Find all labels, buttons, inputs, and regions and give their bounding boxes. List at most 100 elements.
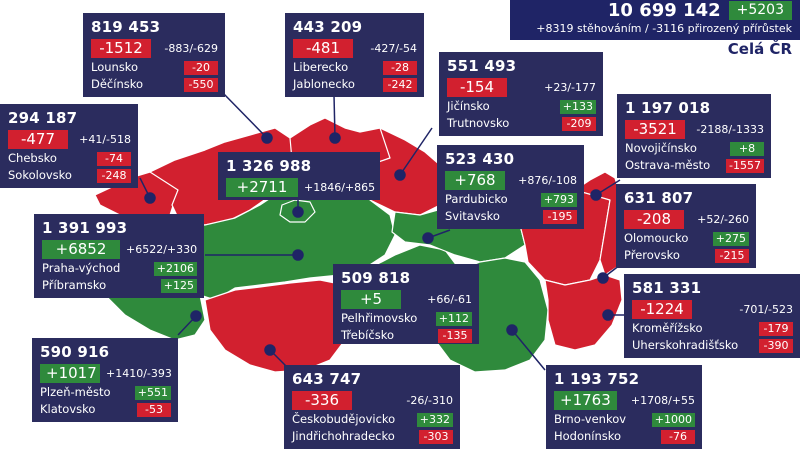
district-value: -303 bbox=[419, 429, 453, 444]
district-name: Svitavsko bbox=[445, 209, 500, 223]
region-split: -26/-310 bbox=[406, 393, 453, 407]
region-split: -2188/-1333 bbox=[696, 122, 764, 136]
region-split: +23/-177 bbox=[544, 80, 596, 94]
region-box-jihomoravsky: 1 193 752 +1763 +1708/+55 Brno-venkov +100… bbox=[546, 365, 702, 449]
district-value: -1557 bbox=[726, 158, 764, 173]
region-population: 590 916 bbox=[40, 343, 110, 361]
region-population: 1 197 018 bbox=[625, 99, 711, 117]
region-box-liberecky: 443 209 -481 -427/-54 Liberecko -28 Jablon… bbox=[285, 13, 424, 97]
region-change-badge: -1512 bbox=[91, 38, 151, 58]
district-name: Sokolovsko bbox=[8, 168, 72, 182]
district-name: Pelhřimovsko bbox=[341, 311, 418, 325]
region-population: 509 818 bbox=[341, 269, 411, 287]
district-value: -248 bbox=[97, 168, 131, 183]
district-value: +8 bbox=[730, 141, 764, 156]
district-name: Přerovsko bbox=[624, 248, 680, 262]
region-change-badge: +1017 bbox=[40, 363, 100, 383]
district-name: Pardubicko bbox=[445, 192, 508, 206]
region-change-badge: -1224 bbox=[632, 299, 692, 319]
district-name: Jindřichohradecko bbox=[292, 429, 395, 443]
region-box-zlinsky: 581 331 -1224 -701/-523 Kroměřížsko -179 U… bbox=[624, 274, 800, 358]
district-value: -20 bbox=[184, 60, 218, 75]
region-box-plzensky: 590 916 +1017 +1410/-393 Plzeň-město +551 … bbox=[32, 338, 178, 422]
district-name: Hodonínsko bbox=[554, 429, 622, 443]
district-name: Klatovsko bbox=[40, 402, 96, 416]
region-change-badge: -481 bbox=[293, 38, 353, 58]
district-value: +2106 bbox=[153, 261, 197, 276]
district-value: -215 bbox=[715, 248, 749, 263]
region-box-vysocina: 509 818 +5 +66/-61 Pelhřimovsko +112 Třebí… bbox=[333, 264, 479, 344]
region-box-moravskoslezsky: 1 197 018 -3521 -2188/-1333 Novojičínsko +… bbox=[617, 94, 771, 178]
district-name: Děčínsko bbox=[91, 77, 144, 91]
district-value: -390 bbox=[759, 338, 793, 353]
country-label: Celá ČR bbox=[727, 40, 792, 58]
region-population: 581 331 bbox=[632, 279, 702, 297]
district-name: Jablonecko bbox=[293, 77, 355, 91]
region-box-ustecky: 819 453 -1512 -883/-629 Lounsko -20 Děčíns… bbox=[83, 13, 225, 97]
region-box-pardubicky: 523 430 +768 +876/-108 Pardubicko +793 Svi… bbox=[437, 145, 584, 229]
region-population: 523 430 bbox=[445, 150, 515, 168]
country-total-box: 10 699 142 +5203 +8319 stěhováním / -311… bbox=[510, 0, 800, 40]
region-change-badge: +2711 bbox=[226, 177, 298, 197]
region-box-karlovarsky: 294 187 -477 +41/-518 Chebsko -74 Sokolovs… bbox=[0, 104, 138, 188]
region-box-olomoucky: 631 807 -208 +52/-260 Olomoucko +275 Přero… bbox=[616, 184, 756, 268]
district-value: +793 bbox=[540, 192, 577, 207]
region-zlinsky[interactable] bbox=[544, 274, 623, 351]
region-change-badge: +5 bbox=[341, 289, 401, 309]
district-value: -28 bbox=[383, 60, 417, 75]
district-name: Novojičínsko bbox=[625, 141, 697, 155]
region-split: -701/-523 bbox=[739, 302, 793, 316]
district-value: +112 bbox=[435, 311, 472, 326]
district-name: Třebíčsko bbox=[341, 328, 394, 342]
region-split: +52/-260 bbox=[697, 212, 749, 226]
district-name: Jičínsko bbox=[447, 99, 490, 113]
district-name: Olomoucko bbox=[624, 231, 689, 245]
region-change-badge: +1763 bbox=[554, 390, 617, 410]
district-name: Lounsko bbox=[91, 60, 139, 74]
district-value: -74 bbox=[97, 151, 131, 166]
region-split: +41/-518 bbox=[79, 132, 131, 146]
district-value: -135 bbox=[438, 328, 472, 343]
district-value: -209 bbox=[562, 116, 596, 131]
region-split: +1410/-393 bbox=[106, 366, 172, 380]
district-value: -195 bbox=[543, 209, 577, 224]
district-value: -53 bbox=[137, 402, 171, 417]
region-population: 1 391 993 bbox=[42, 219, 128, 237]
country-breakdown: +8319 stěhováním / -3116 přirozený přírů… bbox=[536, 22, 792, 35]
region-split: +6522/+330 bbox=[126, 242, 198, 256]
district-value: +1000 bbox=[651, 412, 695, 427]
region-split: +1708/+55 bbox=[630, 393, 695, 407]
region-split: -427/-54 bbox=[370, 41, 417, 55]
region-population: 1 193 752 bbox=[554, 370, 640, 388]
region-change-badge: -477 bbox=[8, 129, 68, 149]
region-box-stredocesky: 1 391 993 +6852 +6522/+330 Praha-východ +2… bbox=[34, 214, 204, 298]
region-change-badge: -208 bbox=[624, 209, 684, 229]
region-population: 551 493 bbox=[447, 57, 517, 75]
district-value: +551 bbox=[134, 385, 171, 400]
region-box-jihocesky: 643 747 -336 -26/-310 Českobudějovicko +33… bbox=[284, 365, 460, 449]
region-split: +876/-108 bbox=[518, 173, 577, 187]
district-value: -242 bbox=[383, 77, 417, 92]
country-population: 10 699 142 bbox=[607, 0, 721, 21]
region-change-badge: -336 bbox=[292, 390, 352, 410]
district-name: Chebsko bbox=[8, 151, 57, 165]
region-population: 819 453 bbox=[91, 18, 161, 36]
region-box-praha: 1 326 988 +2711 +1846/+865 bbox=[218, 152, 380, 200]
district-value: -550 bbox=[184, 77, 218, 92]
region-change-badge: +768 bbox=[445, 170, 505, 190]
region-population: 643 747 bbox=[292, 370, 362, 388]
region-population: 294 187 bbox=[8, 109, 78, 127]
district-value: +133 bbox=[559, 99, 596, 114]
district-value: +125 bbox=[160, 278, 197, 293]
region-population: 443 209 bbox=[293, 18, 363, 36]
region-change-badge: +6852 bbox=[42, 239, 120, 259]
region-population: 1 326 988 bbox=[226, 157, 312, 175]
region-change-badge: -154 bbox=[447, 77, 507, 97]
district-name: Českobudějovicko bbox=[292, 412, 396, 426]
district-name: Ostrava-město bbox=[625, 158, 711, 172]
country-change-badge: +5203 bbox=[728, 0, 792, 20]
region-population: 631 807 bbox=[624, 189, 694, 207]
district-name: Plzeň-město bbox=[40, 385, 111, 399]
region-split: +66/-61 bbox=[427, 292, 472, 306]
